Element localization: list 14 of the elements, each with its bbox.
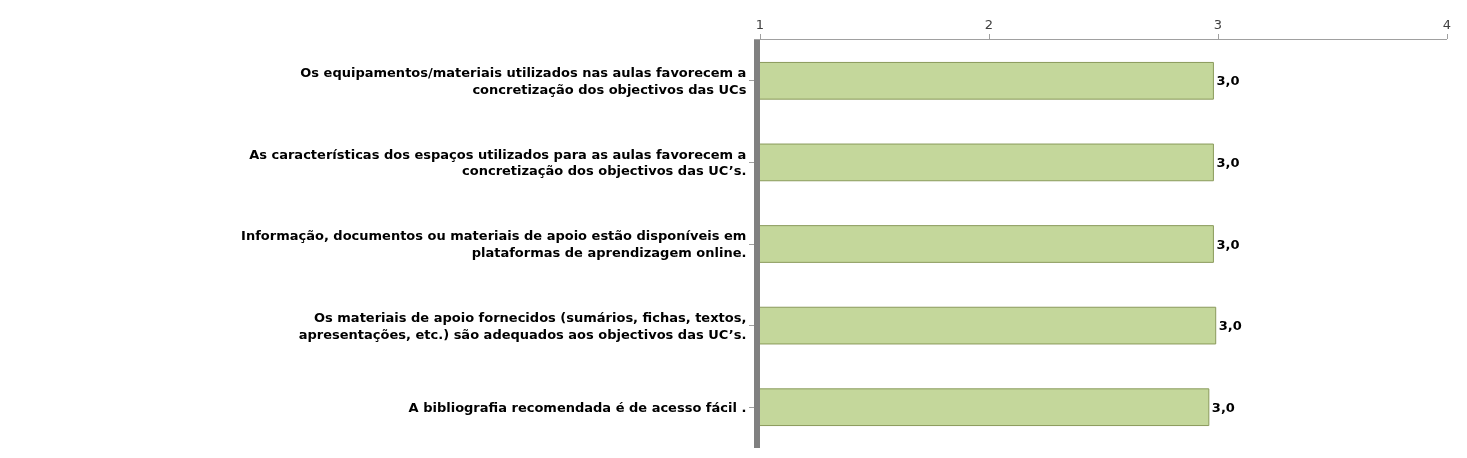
x-tick-label: 1: [755, 16, 765, 32]
y-tick-label: Informação, documentos ou materiais de apoio estão disponíveis em plataformas de aprendizagem online.: [241, 228, 747, 260]
y-tick-label: Os materiais de apoio fornecidos (sumários, fichas, textos, apresentações, etc.) são adequados aos objectivos das UC’s.: [298, 309, 747, 342]
x-tick-label: 4: [1442, 16, 1452, 32]
y-tick-label: As características dos espaços utilizados para as aulas favorecem a concretização dos objectivos das UC’s.: [249, 146, 747, 179]
y-tick-label: A bibliografia recomendada é de acesso fácil .: [408, 399, 747, 415]
y-tick-label: Os equipamentos/materiais utilizados nas aulas favorecem a concretização dos objectivos das UCs: [300, 64, 747, 97]
data-label: 3,0: [1211, 399, 1235, 415]
x-tick-label: 3: [1213, 16, 1223, 32]
data-label: 3,0: [1218, 318, 1242, 334]
data-label: 3,0: [1216, 236, 1240, 252]
x-tick-label: 2: [984, 16, 994, 32]
data-label: 3,0: [1216, 154, 1240, 170]
data-label: 3,0: [1216, 73, 1240, 89]
